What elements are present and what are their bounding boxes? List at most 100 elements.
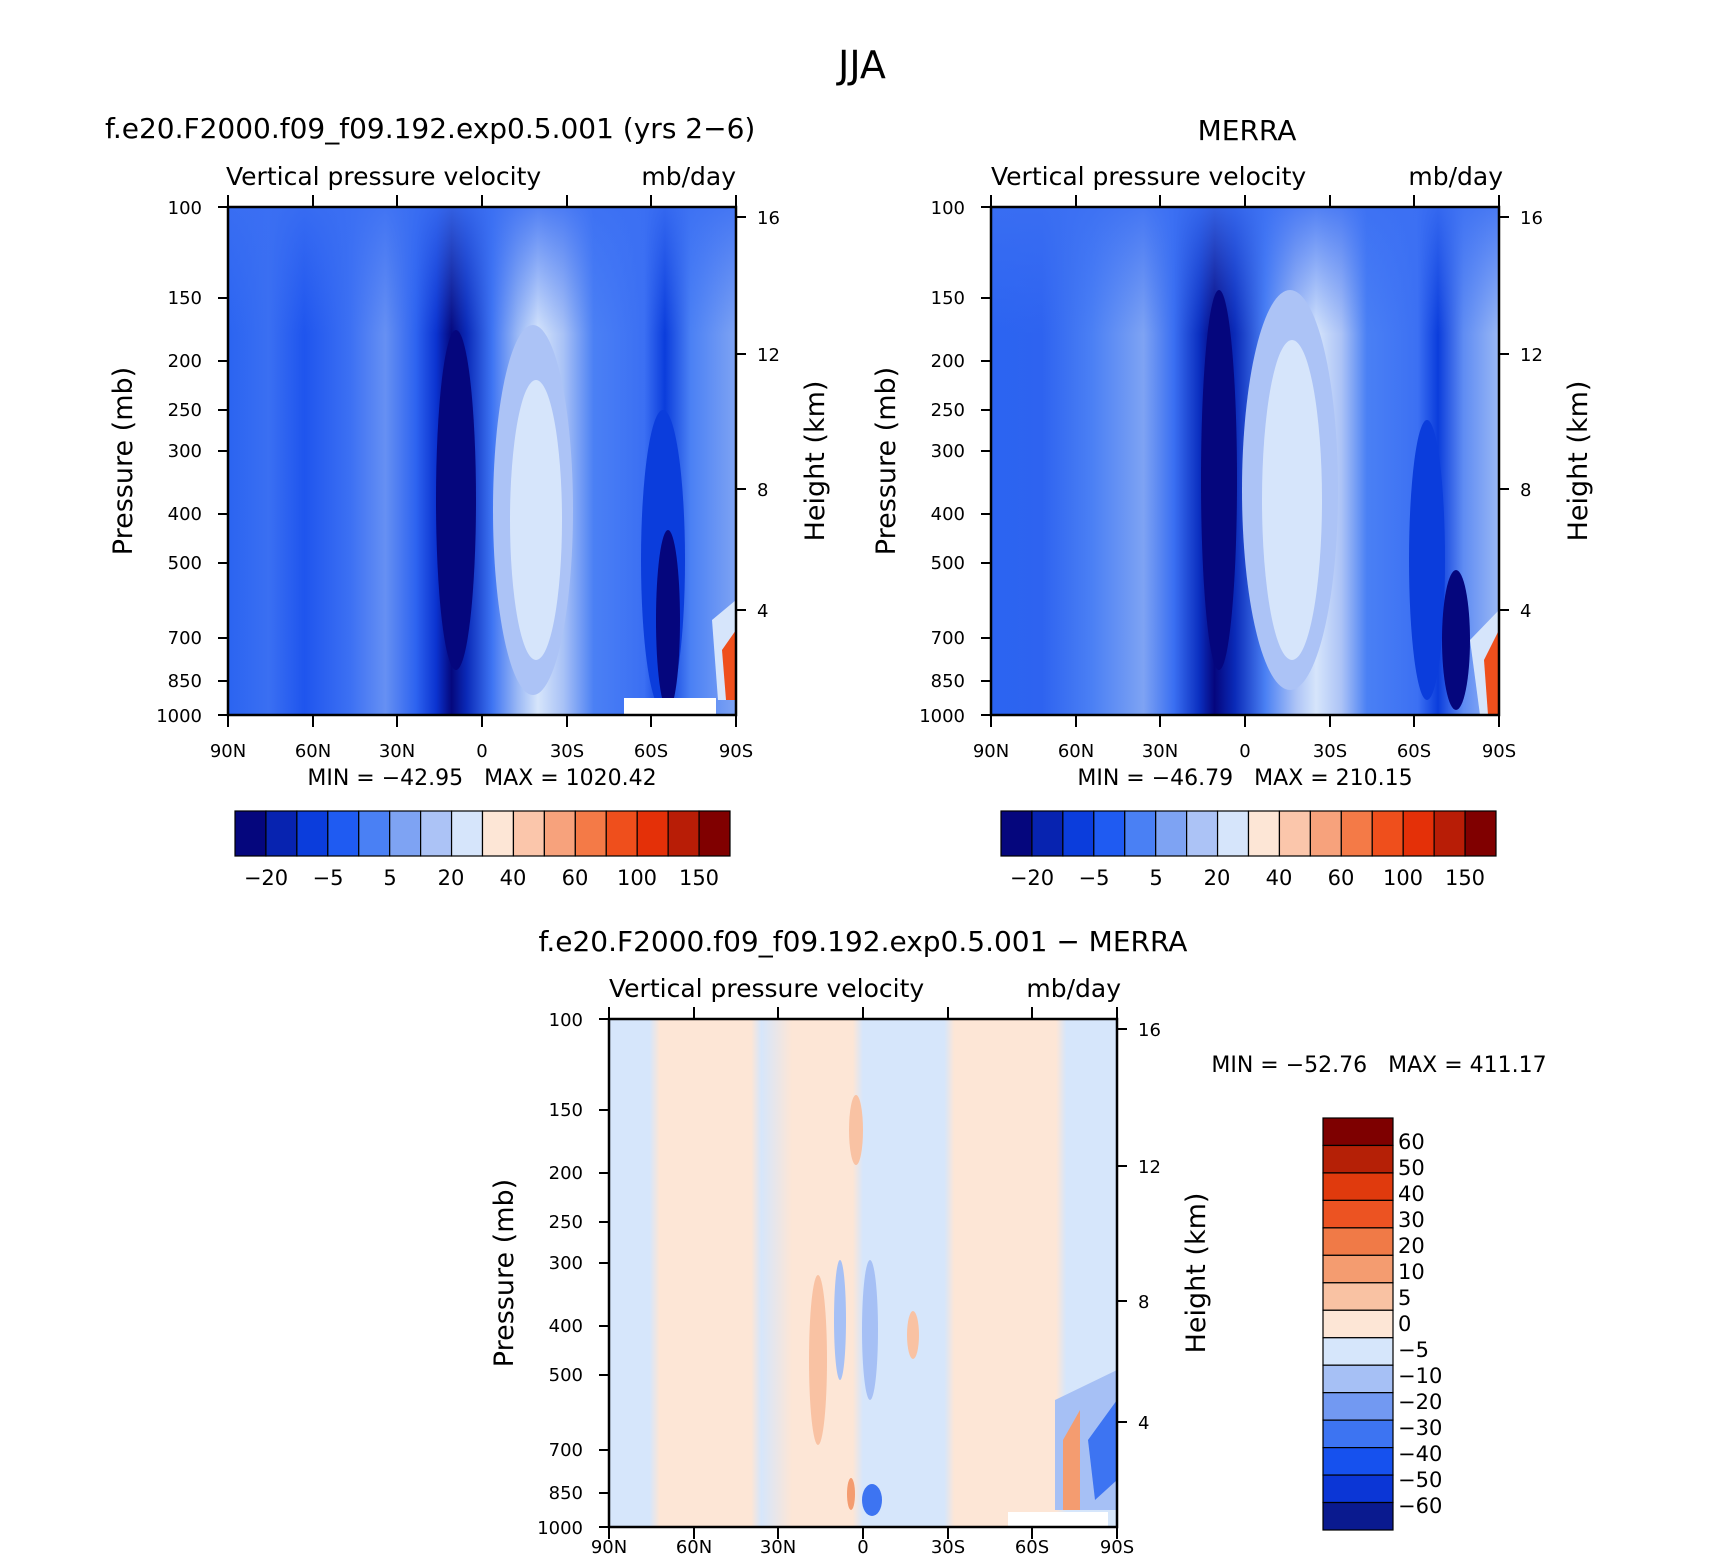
panel-1-ytick-850: 850 — [168, 671, 202, 692]
panel-3-xtick-30s: 30S — [931, 1537, 965, 1558]
panel-2-colorbar-boxes — [1000, 810, 1497, 857]
panel-3-y-ticks: 100 150 200 250 300 400 500 700 850 1000 — [537, 1010, 583, 1539]
panel-1-ylabel: Pressure (mb) — [108, 367, 139, 555]
panel-3-xtick-30n: 30N — [760, 1537, 796, 1558]
panel-3-cb-label: −20 — [1398, 1390, 1442, 1414]
panel-3-ytick-400: 400 — [549, 1316, 583, 1337]
panel-2-title: MERRA — [1198, 114, 1297, 147]
panel-1-colorbar-boxes — [234, 810, 731, 857]
panel-1-ytick-700: 700 — [168, 628, 202, 649]
panel-2-ytick-150: 150 — [931, 288, 965, 309]
panel-3-ytick-500: 500 — [549, 1365, 583, 1386]
panel-3-rtick-8: 8 — [1138, 1292, 1149, 1313]
panel-2-colorbar: −20 −5 5 20 40 60 100 150 — [1000, 810, 1497, 890]
panel-1-ytick-500: 500 — [168, 553, 202, 574]
panel-3-colorbar-boxes — [1322, 1117, 1394, 1531]
colorbar-swatch — [574, 810, 607, 857]
panel-2-ytick-850: 850 — [931, 671, 965, 692]
panel-3-cb-label: 50 — [1398, 1156, 1425, 1180]
colorbar-swatch — [1322, 1501, 1394, 1531]
colorbar-swatch — [1371, 810, 1404, 857]
panel-3-field — [609, 1019, 1117, 1527]
panel-3-ytick-300: 300 — [549, 1253, 583, 1274]
panel-2-cb-label: 40 — [1266, 866, 1293, 890]
panel-1-title: f.e20.F2000.f09_f09.192.exp0.5.001 (yrs … — [105, 112, 755, 145]
panel-2-variable: Vertical pressure velocity — [991, 162, 1306, 191]
panel-2-ytick-400: 400 — [931, 504, 965, 525]
panel-1-ytick-100: 100 — [168, 198, 202, 219]
panel-3-ytick-150: 150 — [549, 1100, 583, 1121]
panel-3-x-ticks: 90N 60N 30N 0 30S 60S 90S — [591, 1537, 1134, 1558]
panel-3-tick-marks — [599, 1007, 1127, 1539]
colorbar-swatch — [420, 810, 453, 857]
panel-2-ylabel-right: Height (km) — [1563, 381, 1594, 542]
colorbar-swatch — [1093, 810, 1126, 857]
colorbar-swatch — [1340, 810, 1373, 857]
panel-2-cb-label: 150 — [1445, 866, 1485, 890]
panel-2-colorbar-labels: −20 −5 5 20 40 60 100 150 — [1010, 866, 1485, 890]
panel-1-cb-label: 60 — [562, 866, 589, 890]
colorbar-swatch — [1322, 1419, 1394, 1449]
colorbar-swatch — [512, 810, 545, 857]
panel-1-ytick-200: 200 — [168, 351, 202, 372]
panel-3-xtick-90s: 90S — [1100, 1537, 1134, 1558]
panel-2-xtick-60n: 60N — [1058, 741, 1094, 762]
panel-3-cb-label: −10 — [1398, 1364, 1442, 1388]
panel-2-xtick-30s: 30S — [1313, 741, 1347, 762]
panel-1-xtick-60s: 60S — [634, 741, 668, 762]
panel-1-ytick-300: 300 — [168, 441, 202, 462]
colorbar-swatch — [1322, 1446, 1394, 1476]
panel-1-cb-label: 5 — [383, 866, 396, 890]
panel-2-xtick-60s: 60S — [1397, 741, 1431, 762]
panel-1-rtick-4: 4 — [757, 601, 768, 622]
panel-3-cb-label: 40 — [1398, 1182, 1425, 1206]
colorbar-swatch — [481, 810, 515, 857]
panel-2-units: mb/day — [1408, 162, 1503, 191]
colorbar-swatch — [605, 810, 638, 857]
panel-3-cb-label: 20 — [1398, 1234, 1425, 1258]
colorbar-swatch — [1322, 1392, 1394, 1421]
colorbar-swatch — [1186, 810, 1219, 857]
colorbar-swatch — [636, 810, 669, 857]
colorbar-swatch — [1322, 1474, 1394, 1504]
panel-1-cb-label: 20 — [438, 866, 465, 890]
panel-1-ytick-150: 150 — [168, 288, 202, 309]
colorbar-swatch — [698, 810, 731, 857]
colorbar-swatch — [1433, 810, 1466, 857]
panel-3-xtick-60s: 60S — [1015, 1537, 1049, 1558]
panel-1-tick-marks — [218, 195, 746, 727]
panel-3-cb-label: −50 — [1398, 1468, 1442, 1492]
panel-1-rtick-16: 16 — [757, 208, 780, 229]
colorbar-swatch — [1322, 1282, 1394, 1311]
panel-3-xtick-60n: 60N — [676, 1537, 712, 1558]
colorbar-swatch — [1464, 810, 1497, 857]
panel-1-cb-label: 150 — [679, 866, 719, 890]
panel-3-cb-label: 60 — [1398, 1130, 1425, 1154]
panel-3-ylabel-right: Height (km) — [1181, 1193, 1212, 1354]
panel-2-ylabel: Pressure (mb) — [871, 367, 902, 555]
panel-merra: MERRA Vertical pressure velocity mb/day … — [871, 114, 1594, 890]
colorbar-swatch — [1124, 810, 1157, 857]
panel-2-tick-marks — [981, 195, 1509, 727]
panel-3-cb-label: −60 — [1398, 1494, 1442, 1518]
panel-3-ytick-200: 200 — [549, 1163, 583, 1184]
panel-1-units: mb/day — [641, 162, 736, 191]
panel-2-ytick-250: 250 — [931, 400, 965, 421]
panel-3-rtick-16: 16 — [1138, 1020, 1161, 1041]
panel-2-field — [991, 207, 1499, 715]
panel-2-ytick-200: 200 — [931, 351, 965, 372]
colorbar-swatch — [1322, 1199, 1394, 1229]
colorbar-swatch — [389, 810, 422, 857]
panel-3-xtick-90n: 90N — [591, 1537, 627, 1558]
panel-3-colorbar-labels: 60 50 40 30 20 10 5 0 −5 −10 −20 −30 −40… — [1398, 1130, 1442, 1518]
panel-1-cb-label: −20 — [244, 866, 288, 890]
panel-2-rtick-16: 16 — [1520, 208, 1543, 229]
panel-3-ytick-250: 250 — [549, 1212, 583, 1233]
panel-3-cb-label: −40 — [1398, 1442, 1442, 1466]
panel-2-ytick-300: 300 — [931, 441, 965, 462]
panel-2-xtick-30n: 30N — [1142, 741, 1178, 762]
panel-3-cb-label: −5 — [1398, 1338, 1429, 1362]
colorbar-swatch — [296, 810, 329, 857]
colorbar-swatch — [1322, 1254, 1394, 1284]
